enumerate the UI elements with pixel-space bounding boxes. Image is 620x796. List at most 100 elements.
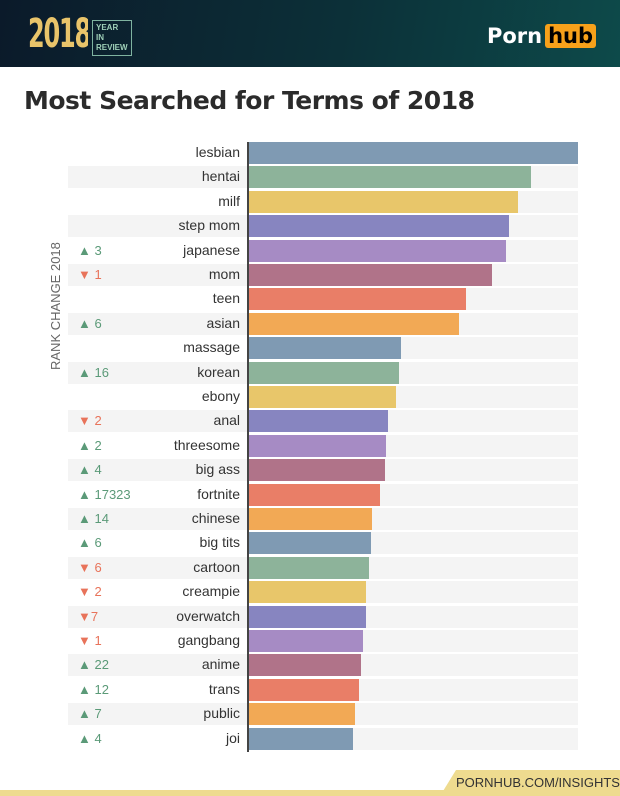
chart-row: chinese ▲ 14 <box>68 508 578 530</box>
header: 2018 YEAR IN REVIEW Porn hub <box>0 0 620 67</box>
rank-change: ▲ 4 <box>78 462 102 478</box>
chart-row: massage <box>68 337 578 360</box>
chart-row: public ▲ 7 <box>68 703 578 726</box>
bar <box>248 190 518 213</box>
term-label: milf <box>218 192 240 209</box>
rank-change: ▲ 17323 <box>78 486 131 502</box>
rank-change: ▲ 3 <box>78 242 102 258</box>
bar <box>248 630 363 652</box>
term-label: creampie <box>182 583 240 600</box>
term-label: trans <box>208 680 240 697</box>
rank-change: ▼ 1 <box>78 267 102 282</box>
bar <box>248 434 386 457</box>
bar <box>248 215 510 238</box>
term-label: anime <box>201 656 240 673</box>
bar <box>248 508 373 530</box>
term-label: korean <box>197 363 240 380</box>
bar <box>248 727 353 750</box>
bar <box>248 264 492 286</box>
year-logo: 2018 <box>28 12 88 56</box>
bar <box>248 361 400 384</box>
term-label: hentai <box>201 168 240 185</box>
chart-row: joi ▲ 4 <box>68 727 578 750</box>
rank-change: ▲ 6 <box>78 315 102 331</box>
bar <box>248 581 367 604</box>
rank-change: ▲ 6 <box>78 535 102 551</box>
rank-change: ▼ 2 <box>78 584 102 600</box>
bar <box>248 483 380 506</box>
rank-change: ▼ 6 <box>78 559 102 575</box>
chart-row: teen <box>68 288 578 311</box>
term-label: public <box>203 705 240 722</box>
chart-row: creampie ▼ 2 <box>68 581 578 604</box>
chart-title: Most Searched for Terms of 2018 <box>24 86 475 115</box>
chart-row: hentai <box>68 166 578 189</box>
term-label: big ass <box>195 461 240 478</box>
chart-row: lesbian <box>68 142 578 164</box>
chart-row: big ass ▲ 4 <box>68 459 578 482</box>
footer-strip <box>0 790 620 796</box>
term-label: chinese <box>191 510 240 526</box>
chart-row: mom ▼ 1 <box>68 264 578 286</box>
rank-change: ▲ 4 <box>78 730 102 746</box>
bar <box>248 605 367 628</box>
term-label: ebony <box>201 388 240 404</box>
bar <box>248 678 359 701</box>
term-label: asian <box>206 314 240 331</box>
term-label: lesbian <box>195 144 240 160</box>
brand-logo[interactable]: Porn hub <box>487 24 596 48</box>
bar <box>248 410 388 433</box>
chart-row: big tits ▲ 6 <box>68 532 578 555</box>
bar <box>248 288 467 311</box>
bar <box>248 654 361 677</box>
axis-line <box>247 142 249 752</box>
bar <box>248 337 402 360</box>
logo-hub: hub <box>545 24 596 48</box>
rank-change: ▲ 12 <box>78 681 109 697</box>
footer-tag: PORNHUB.COM/INSIGHTS <box>440 770 620 796</box>
chart-row: ebony <box>68 386 578 408</box>
chart-row: cartoon ▼ 6 <box>68 556 578 579</box>
term-label: mom <box>208 266 240 282</box>
rank-change-label: RANK CHANGE 2018 <box>48 242 63 370</box>
rank-change: ▲ 16 <box>78 364 109 380</box>
bar <box>248 312 459 335</box>
bar <box>248 703 355 726</box>
term-label: massage <box>183 339 240 356</box>
bar <box>248 239 507 262</box>
chart-row: anal ▼ 2 <box>68 410 578 433</box>
term-label: threesome <box>173 436 240 453</box>
term-label: anal <box>213 412 240 429</box>
rank-change: ▲ 14 <box>78 511 109 526</box>
bar <box>248 459 385 482</box>
rank-change: ▼ 2 <box>78 413 102 429</box>
rank-change: ▲ 22 <box>78 657 109 673</box>
chart-row: asian ▲ 6 <box>68 312 578 335</box>
term-label: gangbang <box>177 632 240 648</box>
term-label: teen <box>212 290 240 307</box>
chart-row: threesome ▲ 2 <box>68 434 578 457</box>
term-label: cartoon <box>193 558 240 575</box>
term-label: japanese <box>183 241 240 258</box>
term-label: big tits <box>199 534 240 551</box>
chart-row: anime ▲ 22 <box>68 654 578 677</box>
chart-row: korean ▲ 16 <box>68 361 578 384</box>
year-in-review-badge: YEAR IN REVIEW <box>92 20 132 56</box>
bar <box>248 142 578 164</box>
chart-row: japanese ▲ 3 <box>68 239 578 262</box>
term-label: step mom <box>178 217 240 234</box>
rank-change: ▲ 7 <box>78 706 102 722</box>
year-logo-box: 2018 <box>28 12 88 56</box>
bar <box>248 532 372 555</box>
rank-change: ▼ 1 <box>78 633 102 648</box>
chart-row: gangbang ▼ 1 <box>68 630 578 652</box>
insights-link[interactable]: PORNHUB.COM/INSIGHTS <box>456 775 620 790</box>
bar <box>248 386 396 408</box>
chart-row: fortnite ▲ 17323 <box>68 483 578 506</box>
rank-change: ▼7 <box>78 608 99 624</box>
bar <box>248 556 370 579</box>
chart-row: overwatch ▼7 <box>68 605 578 628</box>
term-label: overwatch <box>176 607 240 624</box>
logo-text: Porn <box>486 24 543 48</box>
term-label: fortnite <box>197 485 240 502</box>
